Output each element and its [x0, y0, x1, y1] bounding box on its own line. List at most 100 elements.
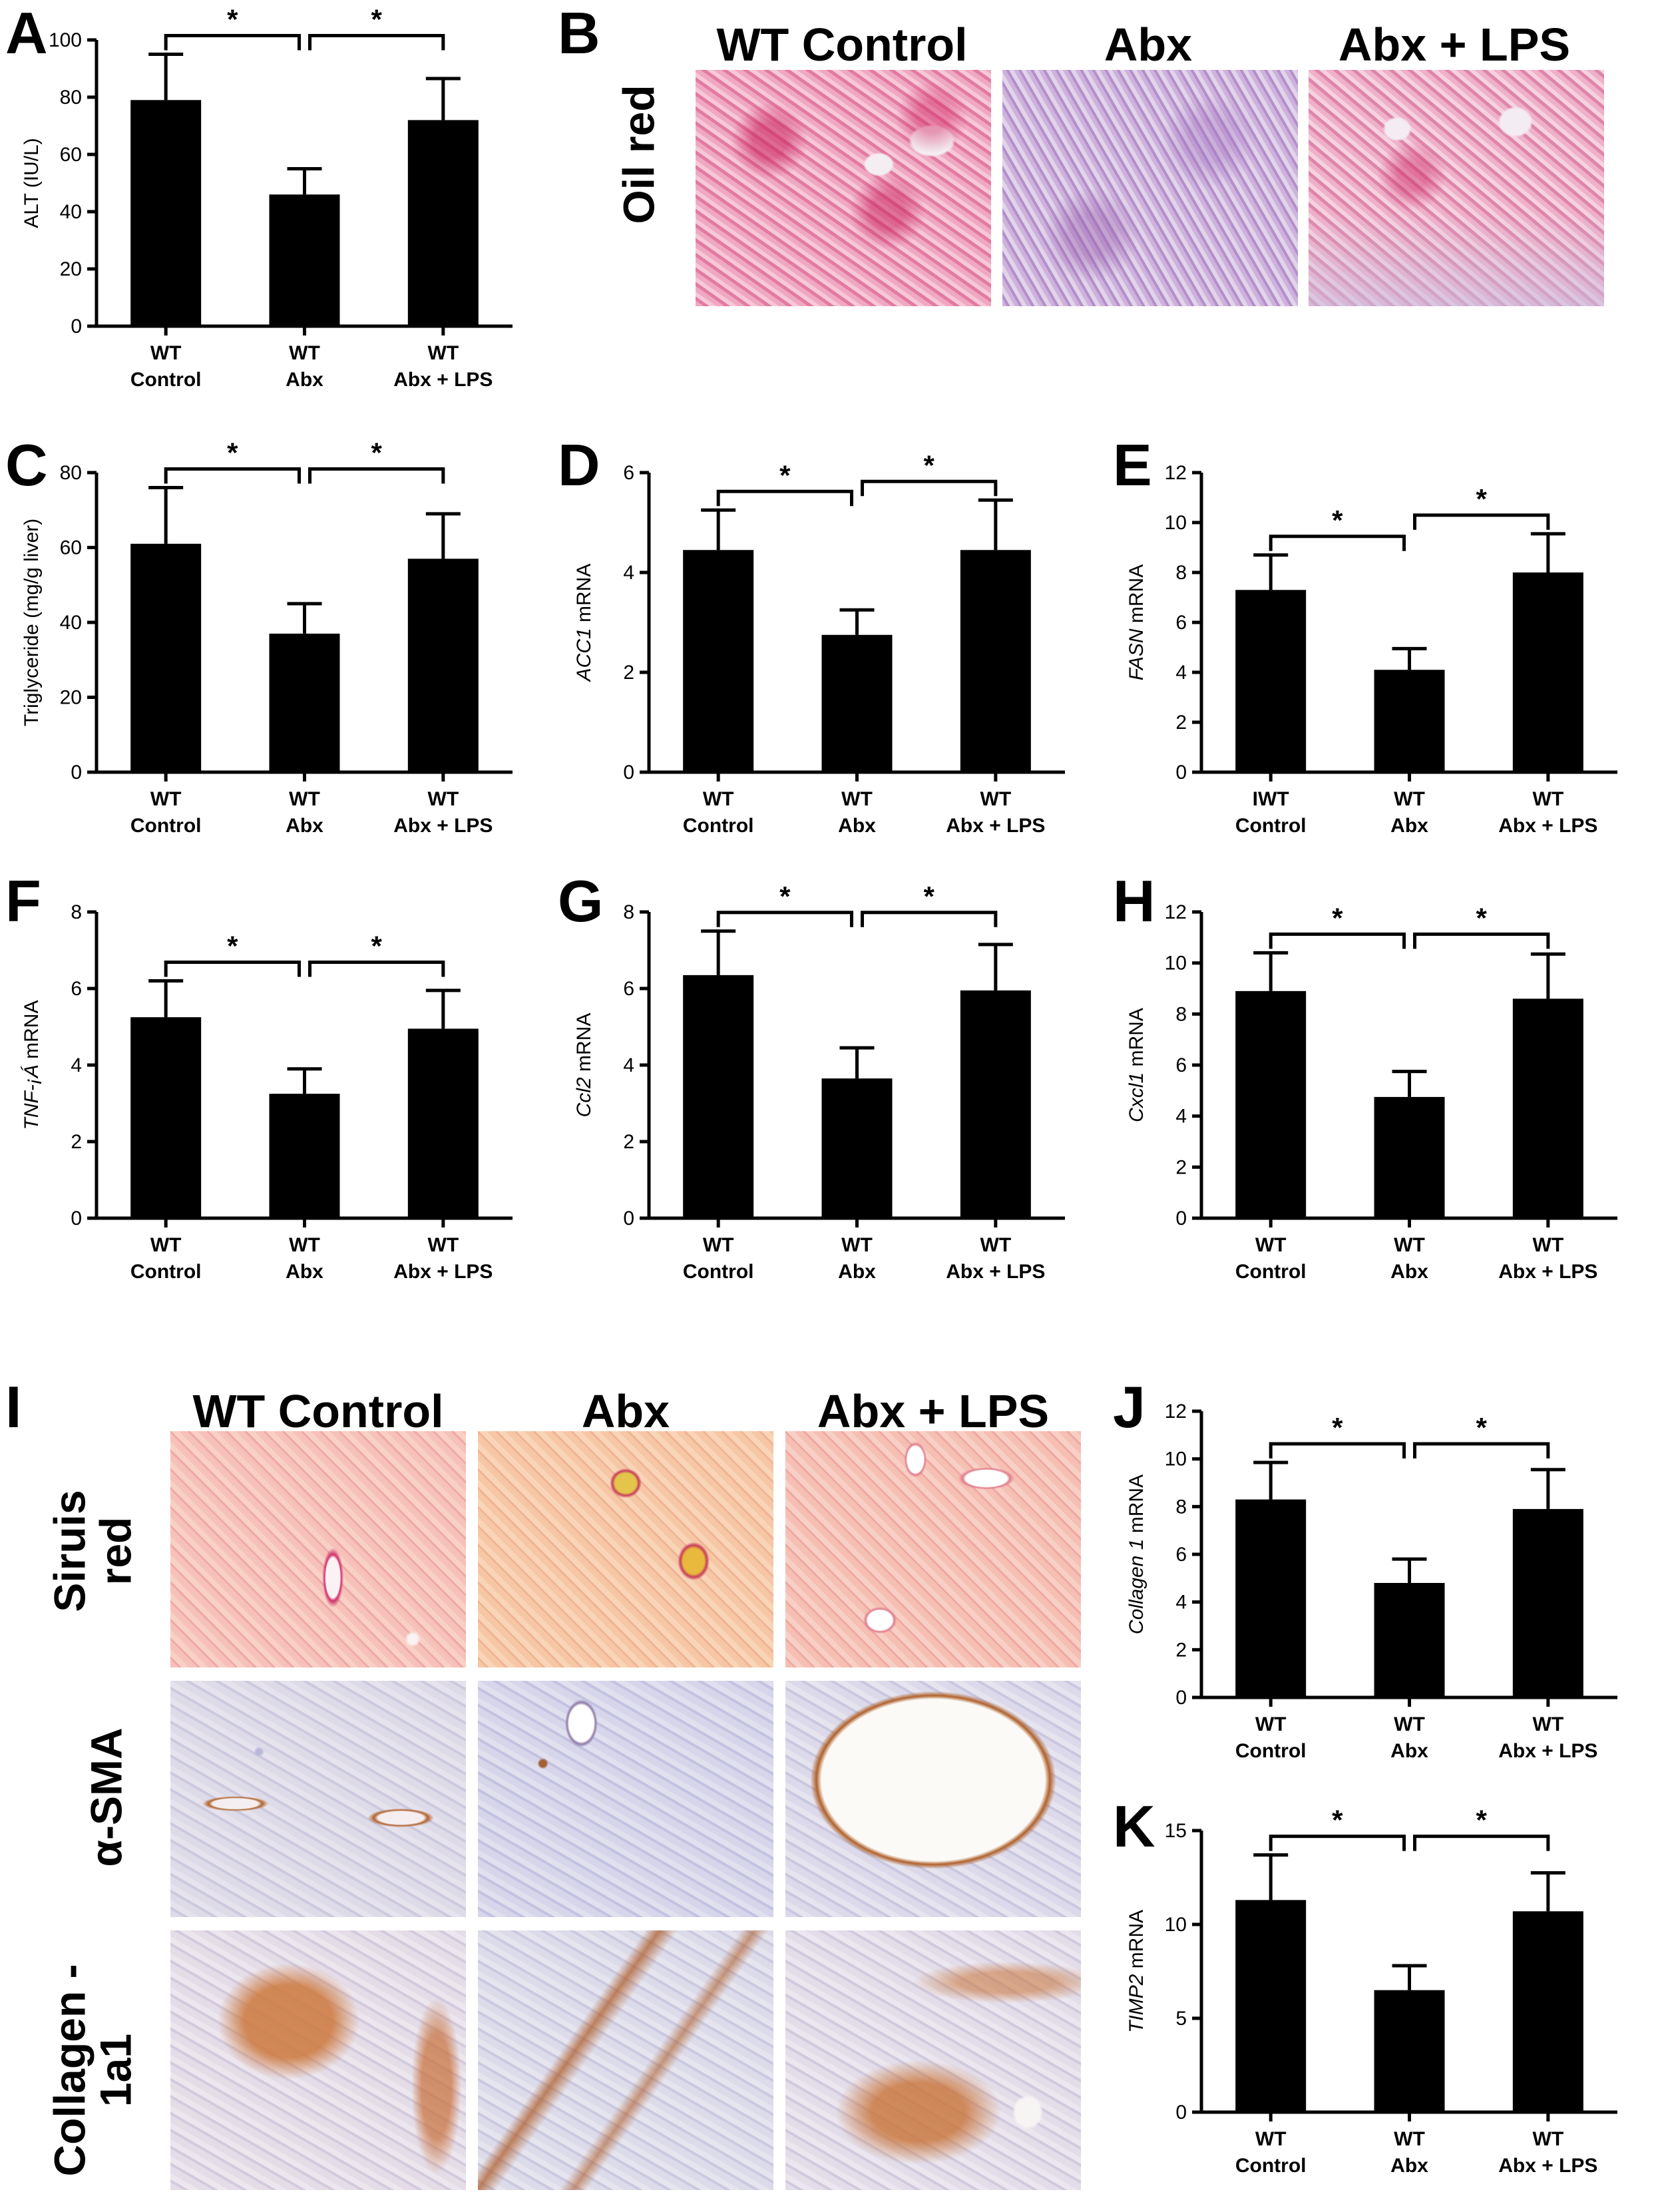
y-axis-label-gene: Ccl2: [573, 1072, 595, 1117]
bar: [269, 194, 340, 326]
y-tick-label: 4: [1175, 1592, 1187, 1614]
significance-star: *: [227, 437, 238, 469]
x-tick-label-line1: WT: [150, 1234, 182, 1256]
y-tick-label: 6: [1175, 1054, 1187, 1076]
significance-bracket: [1413, 1835, 1550, 1851]
x-tick-label-line2: Control: [683, 1261, 754, 1283]
chart-d: 0 2 4 6 ACC1 mRNA WT Control WT Abx WT Abx + LPS * *: [573, 449, 1065, 837]
x-tick-label-line1: WT: [703, 788, 734, 810]
micrograph-alpha-sma-wt-control: [170, 1681, 466, 1917]
x-tick-label-line2: Control: [130, 369, 202, 391]
significance-star: *: [923, 449, 935, 481]
y-tick-label: 60: [60, 144, 82, 166]
y-tick-label: 0: [1175, 2101, 1187, 2123]
x-tick-label-line2: Abx + LPS: [946, 1261, 1045, 1283]
i-row-label-sirius-red: Siruis red: [45, 1490, 140, 1612]
y-tick-label: 5: [1175, 2008, 1187, 2030]
significance-star: *: [227, 4, 238, 35]
x-tick-label-line1: WT: [1255, 1234, 1287, 1256]
x-tick-label-line2: Abx + LPS: [393, 815, 493, 837]
bar: [1235, 991, 1307, 1218]
y-axis-label-unit: Triglyceride (mg/g liver): [21, 519, 43, 726]
x-tick-label-line2: Abx: [286, 369, 323, 391]
y-tick-label: 6: [1175, 1544, 1187, 1566]
i-row-label-sirius-red-line2: red: [91, 1516, 140, 1586]
x-tick-label-line2: Control: [130, 815, 202, 837]
x-tick-label-line2: Control: [1235, 1261, 1307, 1283]
y-tick-label: 0: [1175, 1687, 1187, 1709]
bar: [269, 633, 340, 772]
bar: [1512, 1508, 1583, 1697]
bar: [683, 975, 754, 1218]
micrograph-sirius-wt-control: [170, 1431, 466, 1667]
y-axis-label: Collagen 1 mRNA: [1126, 1474, 1147, 1634]
y-tick-label: 4: [623, 562, 634, 584]
b-col-title-wt-control: WT Control: [716, 19, 968, 71]
significance-star: *: [371, 4, 382, 35]
chart-h: 0 2 4 6 8 10 12 Cxcl1 mRNA WT Control WT Abx WT Abx +…: [1126, 901, 1617, 1283]
y-tick-label: 2: [1175, 1639, 1187, 1661]
bar: [1235, 1499, 1307, 1697]
x-tick-label-line2: Abx + LPS: [1498, 1740, 1597, 1762]
x-tick-label-line1: WT: [428, 342, 459, 364]
significance-star: *: [1476, 1412, 1487, 1443]
y-axis-label: TNF-¡Á mRNA: [21, 1000, 43, 1130]
y-tick-label: 6: [1175, 612, 1187, 634]
y-axis-label-unit: mRNA: [1126, 1474, 1147, 1533]
significance-bracket: [164, 961, 301, 977]
y-axis-label-gene: TNF-¡Á: [21, 1059, 43, 1130]
significance-star: *: [1332, 1805, 1343, 1836]
y-tick-label: 4: [1175, 662, 1187, 684]
panel-letter-d: D: [558, 432, 600, 498]
y-tick-label: 6: [623, 462, 634, 484]
y-tick-label: 2: [1175, 712, 1187, 734]
significance-bracket: [1269, 1835, 1406, 1851]
significance-bracket: [861, 911, 998, 927]
y-tick-label: 80: [60, 87, 82, 109]
y-axis-label-unit: mRNA: [1126, 564, 1147, 623]
significance-bracket: [716, 911, 853, 927]
bar: [1374, 1096, 1445, 1218]
significance-bracket: [1413, 932, 1550, 949]
b-col-title-abx-lps: Abx + LPS: [1338, 19, 1571, 71]
y-tick-label: 0: [1175, 762, 1187, 783]
x-tick-label-line2: Abx: [1390, 1740, 1428, 1762]
x-tick-label-line2: Abx: [1390, 2155, 1428, 2177]
x-tick-label-line1: WT: [1394, 1234, 1425, 1256]
micrograph-alpha-sma-abx: [478, 1681, 773, 1917]
significance-star: *: [1332, 505, 1343, 536]
chart-f: 0 2 4 6 8 TNF-¡Á mRNA WT Control WT Abx WT Abx + LP…: [21, 901, 513, 1283]
x-tick-label-line2: Control: [1235, 815, 1307, 837]
chart-a: 0 20 40 60 80 100 ALT (IU/L) WT Control WT Abx WT Ab…: [21, 4, 513, 391]
x-tick-label-line2: Control: [1235, 1740, 1307, 1762]
panel-letter-j: J: [1113, 1374, 1145, 1440]
y-tick-label: 40: [60, 612, 82, 634]
y-axis-label-gene: FASN: [1126, 623, 1147, 680]
y-tick-label: 4: [71, 1054, 82, 1076]
x-tick-label-line1: WT: [1533, 1234, 1564, 1256]
bar: [1512, 572, 1583, 772]
x-tick-label-line2: Abx: [838, 1261, 876, 1283]
chart-e: 0 2 4 6 8 10 12 FASN mRNA IWT Control WT Abx WT Abx +…: [1126, 462, 1617, 837]
y-axis-label-unit: mRNA: [1126, 1008, 1147, 1066]
micrograph-collagen-wt-control: [170, 1930, 466, 2190]
x-tick-label-line2: Abx + LPS: [393, 1261, 493, 1283]
bar: [130, 1017, 202, 1218]
x-tick-label-line2: Abx + LPS: [393, 369, 493, 391]
micrograph-oil-red-wt-control: [696, 70, 991, 306]
y-tick-label: 0: [71, 762, 82, 783]
y-tick-label: 0: [1175, 1208, 1187, 1229]
y-axis-label-gene: Collagen 1: [1126, 1533, 1147, 1634]
significance-bracket: [308, 961, 445, 977]
y-tick-label: 12: [1165, 1401, 1187, 1423]
x-tick-label-line1: WT: [980, 1234, 1012, 1256]
y-tick-label: 8: [1175, 1496, 1187, 1518]
x-tick-label-line1: WT: [1394, 1713, 1425, 1735]
x-tick-label-line1: WT: [1394, 788, 1425, 810]
y-tick-label: 10: [1165, 953, 1187, 975]
chart-c: 0 20 40 60 80 Triglyceride (mg/g liver) WT Cont…: [21, 437, 513, 837]
x-tick-label-line1: WT: [428, 788, 459, 810]
x-tick-label-line1: WT: [289, 342, 320, 364]
bar: [407, 120, 479, 326]
significance-star: *: [1332, 902, 1343, 933]
